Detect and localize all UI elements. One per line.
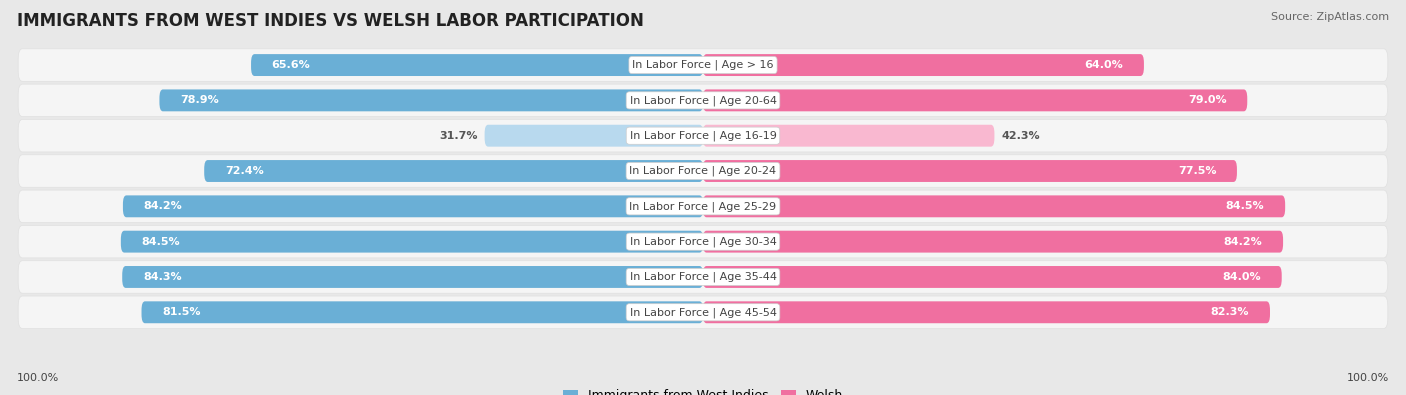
Text: 81.5%: 81.5%: [162, 307, 201, 317]
FancyBboxPatch shape: [18, 190, 1388, 222]
Text: In Labor Force | Age 30-34: In Labor Force | Age 30-34: [630, 236, 776, 247]
Text: 65.6%: 65.6%: [271, 60, 311, 70]
FancyBboxPatch shape: [703, 301, 1270, 323]
Text: 84.3%: 84.3%: [143, 272, 181, 282]
FancyBboxPatch shape: [18, 155, 1388, 187]
Text: In Labor Force | Age 45-54: In Labor Force | Age 45-54: [630, 307, 776, 318]
Text: Source: ZipAtlas.com: Source: ZipAtlas.com: [1271, 12, 1389, 22]
FancyBboxPatch shape: [703, 54, 1144, 76]
FancyBboxPatch shape: [121, 231, 703, 252]
FancyBboxPatch shape: [252, 54, 703, 76]
Text: IMMIGRANTS FROM WEST INDIES VS WELSH LABOR PARTICIPATION: IMMIGRANTS FROM WEST INDIES VS WELSH LAB…: [17, 12, 644, 30]
Text: 82.3%: 82.3%: [1211, 307, 1250, 317]
Text: In Labor Force | Age > 16: In Labor Force | Age > 16: [633, 60, 773, 70]
Text: 84.0%: 84.0%: [1222, 272, 1261, 282]
FancyBboxPatch shape: [485, 125, 703, 147]
Text: In Labor Force | Age 16-19: In Labor Force | Age 16-19: [630, 130, 776, 141]
FancyBboxPatch shape: [703, 231, 1284, 252]
FancyBboxPatch shape: [142, 301, 703, 323]
Text: In Labor Force | Age 20-64: In Labor Force | Age 20-64: [630, 95, 776, 105]
Text: 100.0%: 100.0%: [17, 373, 59, 383]
FancyBboxPatch shape: [18, 226, 1388, 258]
Text: 77.5%: 77.5%: [1178, 166, 1216, 176]
FancyBboxPatch shape: [159, 89, 703, 111]
FancyBboxPatch shape: [18, 296, 1388, 329]
Text: 84.2%: 84.2%: [1223, 237, 1263, 246]
Text: 64.0%: 64.0%: [1084, 60, 1123, 70]
Text: 100.0%: 100.0%: [1347, 373, 1389, 383]
Text: 84.5%: 84.5%: [142, 237, 180, 246]
FancyBboxPatch shape: [703, 266, 1282, 288]
FancyBboxPatch shape: [18, 261, 1388, 293]
FancyBboxPatch shape: [122, 266, 703, 288]
Text: 78.9%: 78.9%: [180, 95, 219, 105]
FancyBboxPatch shape: [703, 160, 1237, 182]
FancyBboxPatch shape: [18, 49, 1388, 81]
Legend: Immigrants from West Indies, Welsh: Immigrants from West Indies, Welsh: [558, 384, 848, 395]
Text: In Labor Force | Age 35-44: In Labor Force | Age 35-44: [630, 272, 776, 282]
FancyBboxPatch shape: [122, 196, 703, 217]
Text: In Labor Force | Age 25-29: In Labor Force | Age 25-29: [630, 201, 776, 212]
Text: 79.0%: 79.0%: [1188, 95, 1226, 105]
FancyBboxPatch shape: [703, 125, 994, 147]
Text: In Labor Force | Age 20-24: In Labor Force | Age 20-24: [630, 166, 776, 176]
Text: 31.7%: 31.7%: [439, 131, 478, 141]
Text: 72.4%: 72.4%: [225, 166, 264, 176]
Text: 84.2%: 84.2%: [143, 201, 183, 211]
Text: 84.5%: 84.5%: [1226, 201, 1264, 211]
FancyBboxPatch shape: [18, 84, 1388, 117]
FancyBboxPatch shape: [204, 160, 703, 182]
FancyBboxPatch shape: [18, 119, 1388, 152]
Text: 42.3%: 42.3%: [1001, 131, 1040, 141]
FancyBboxPatch shape: [703, 89, 1247, 111]
FancyBboxPatch shape: [703, 196, 1285, 217]
